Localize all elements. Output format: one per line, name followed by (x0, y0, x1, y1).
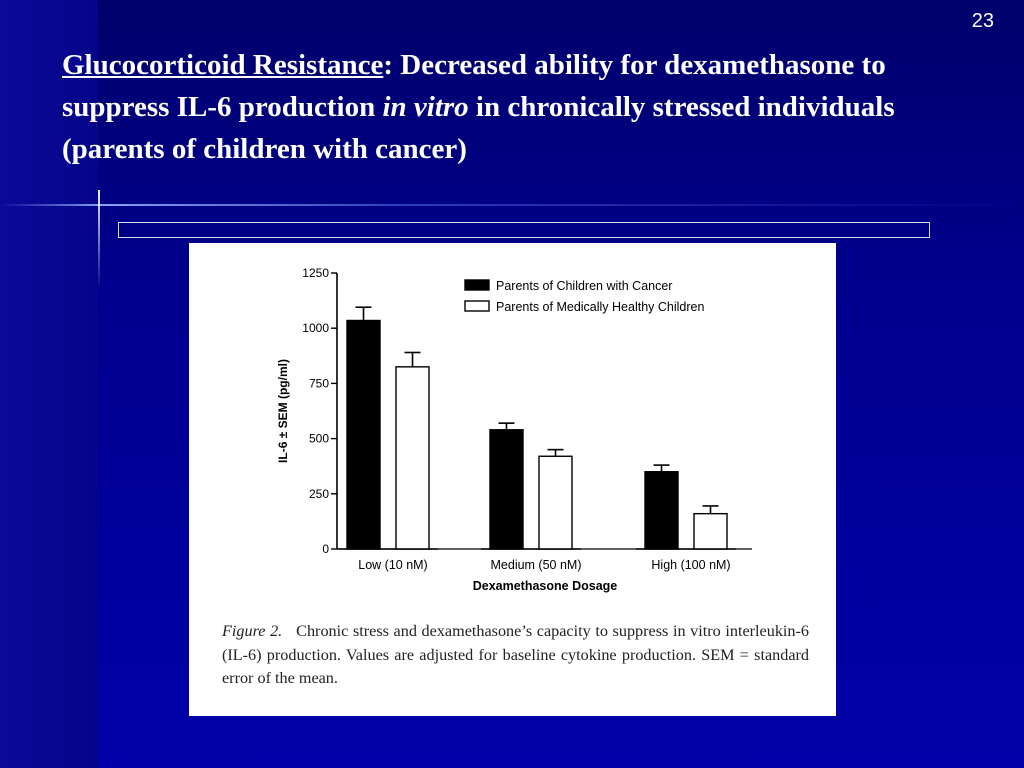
x-tick-label: High (100 nM) (651, 558, 730, 572)
y-tick-label: 500 (309, 432, 329, 446)
bar-cancer (489, 429, 524, 550)
x-tick-label: Medium (50 nM) (491, 558, 582, 572)
y-tick-label: 1250 (302, 266, 329, 280)
bar-chart: 0 250 500 750 1000 1250 IL-6 ± SEM (pg/ml) Low … (276, 266, 752, 593)
bar-cancer (644, 471, 679, 550)
bar-healthy (395, 366, 430, 550)
title-part2: in chronically stressed individuals (par… (62, 91, 895, 165)
slide-title: Glucocorticoid Resistance: Decreased abi… (62, 44, 962, 170)
y-tick-label: 0 (322, 542, 329, 556)
bar-healthy (693, 512, 728, 550)
legend-swatch-cancer (464, 279, 490, 291)
figure-panel: 0 250 500 750 1000 1250 IL-6 ± SEM (pg/ml) Low … (189, 243, 836, 716)
y-tick-label: 1000 (302, 321, 329, 335)
figure-caption: Figure 2. Chronic stress and dexamethaso… (222, 620, 809, 691)
title-term: Glucocorticoid Resistance (62, 49, 384, 81)
slide-number: 23 (971, 10, 994, 32)
title-colon: : (383, 49, 401, 81)
decorative-horizontal-line (0, 204, 1024, 206)
legend-label: Parents of Children with Cancer (496, 279, 672, 293)
x-axis-label: Dexamethasone Dosage (473, 579, 618, 593)
legend-swatch-healthy (464, 300, 490, 312)
caption-text: Chronic stress and dexamethasone’s capac… (222, 622, 809, 687)
left-panel-background (0, 0, 98, 768)
decorative-vertical-line (98, 190, 100, 290)
y-axis-label: IL-6 ± SEM (pg/ml) (276, 359, 290, 463)
title-italic: in vitro (382, 91, 469, 123)
caption-label: Figure 2. (222, 622, 283, 640)
decorative-outline-box (118, 222, 930, 238)
legend-label: Parents of Medically Healthy Children (496, 300, 704, 314)
bar-cancer (346, 319, 381, 550)
x-tick-label: Low (10 nM) (358, 558, 427, 572)
title-part1: Decreased ability for dexamethasone to s… (62, 49, 886, 123)
y-tick-label: 750 (309, 376, 329, 390)
bar-healthy (538, 455, 573, 550)
y-tick-label: 250 (309, 487, 329, 501)
